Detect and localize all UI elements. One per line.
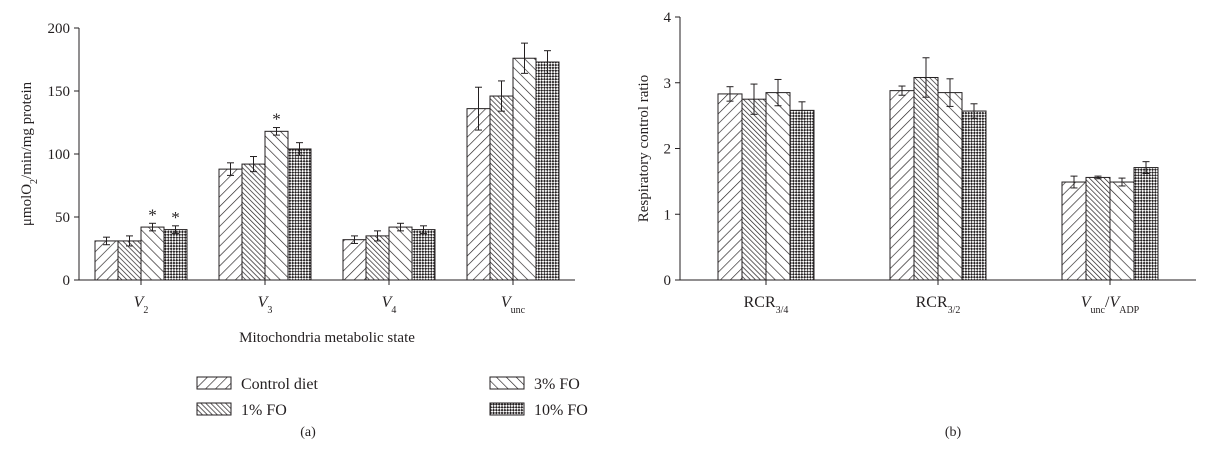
- bar-1-fo: [913, 76, 939, 281]
- legend-swatch: [489, 402, 525, 416]
- bar-1-fo: [1085, 176, 1111, 281]
- significance-marker: *: [148, 205, 157, 224]
- bar-10-fo: [961, 110, 987, 281]
- bar-1-fo: [365, 235, 390, 281]
- chart-panel-a: 0 50 100 150 200 μmolO2/min/mg protein V2 V3 V4 V…: [19, 21, 575, 440]
- x-tick-label: V3: [258, 294, 273, 316]
- legend-label: 3% FO: [534, 376, 580, 393]
- legend-label: Control diet: [241, 376, 318, 393]
- bar-1-fo: [741, 98, 767, 281]
- y-tick-label: 2: [664, 142, 672, 158]
- panel-label: (b): [945, 425, 962, 440]
- x-axis-label: Mitochondria metabolic state: [239, 330, 415, 346]
- bar-control-diet: [466, 108, 491, 281]
- bar-10-fo: [535, 61, 560, 281]
- bar-10-fo: [789, 109, 815, 281]
- significance-marker: *: [171, 208, 180, 227]
- legend-swatch: [489, 376, 525, 390]
- legend-label: 10% FO: [534, 402, 588, 419]
- chart-panel-b: 0 1 2 3 4 Respiratory control ratio RCR3/4 RCR3…: [636, 10, 1196, 440]
- bar-control-diet: [342, 239, 367, 281]
- bar-3-fo: [388, 226, 413, 281]
- y-tick-label: 200: [48, 21, 71, 37]
- x-tick-label: V2: [134, 294, 149, 316]
- y-tick-label: 0: [664, 273, 672, 289]
- y-tick-label: 150: [48, 84, 71, 100]
- legend-swatch: [196, 402, 232, 416]
- bar-1-fo: [117, 240, 142, 281]
- bar-10-fo: [1133, 167, 1159, 281]
- bar-1-fo: [241, 163, 266, 281]
- y-axis-label: Respiratory control ratio: [636, 75, 652, 222]
- bar-3-fo: [140, 226, 165, 281]
- bar-10-fo: [411, 229, 436, 281]
- x-tick-label: RCR3/4: [744, 294, 789, 316]
- bar-3-fo: [937, 92, 963, 281]
- y-tick-label: 0: [63, 273, 71, 289]
- bar-1-fo: [489, 95, 514, 281]
- x-tick-label: V4: [382, 294, 397, 316]
- bar-3-fo: [765, 92, 791, 281]
- y-axis-label: μmolO2/min/mg protein: [19, 81, 40, 226]
- bar-control-diet: [889, 90, 915, 281]
- bar-control-diet: [717, 93, 743, 281]
- bar-3-fo: [264, 130, 289, 281]
- bar-10-fo: [287, 148, 312, 281]
- x-tick-label: Vunc/VADP: [1081, 294, 1140, 316]
- y-tick-label: 100: [48, 147, 71, 163]
- panel-label: (a): [300, 425, 316, 440]
- bar-control-diet: [94, 240, 119, 281]
- y-tick-label: 50: [55, 210, 70, 226]
- legend-label: 1% FO: [241, 402, 287, 419]
- x-tick-label: RCR3/2: [916, 294, 961, 316]
- significance-marker: *: [272, 110, 281, 129]
- bar-3-fo: [1109, 181, 1135, 281]
- legend: Control diet 3% FO 1% FO 10% FO: [196, 376, 588, 419]
- y-tick-label: 1: [664, 207, 672, 223]
- y-tick-label: 4: [664, 10, 672, 26]
- bar-10-fo: [163, 229, 188, 281]
- bar-control-diet: [1061, 181, 1087, 281]
- y-tick-label: 3: [664, 76, 672, 92]
- x-tick-label: Vunc: [501, 294, 526, 316]
- bar-control-diet: [218, 168, 243, 281]
- legend-swatch: [196, 376, 232, 390]
- bar-3-fo: [512, 57, 537, 281]
